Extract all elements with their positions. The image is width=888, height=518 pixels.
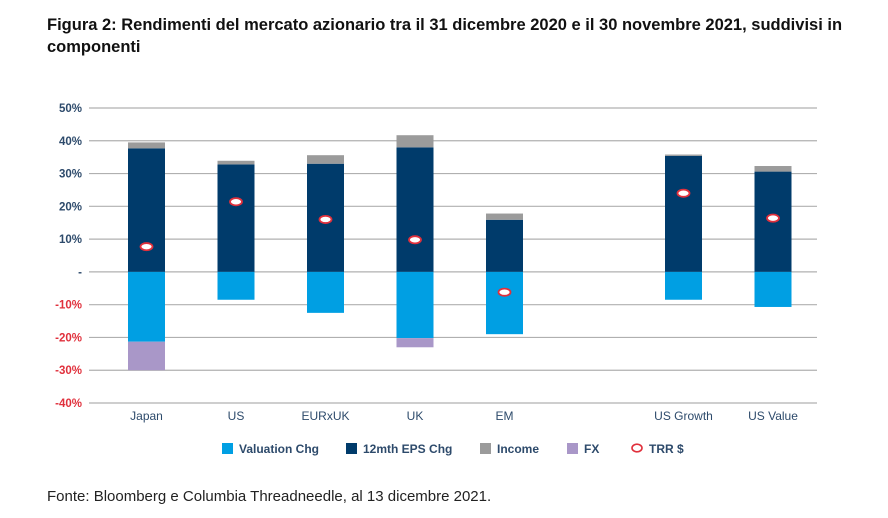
bar-valuation-chg (217, 271, 255, 300)
trr-marker (318, 214, 333, 224)
bar-income (217, 160, 255, 165)
x-category-label: EURxUK (301, 409, 349, 423)
legend-label: TRR $ (649, 442, 684, 456)
bar-valuation-chg (665, 271, 702, 300)
legend-label: Income (497, 442, 539, 456)
y-axis-ticks: 50% 40% 30% 20% 10% - -10% -20% -30% -40% (55, 103, 82, 410)
bar-eps-chg (665, 155, 702, 272)
y-tick-label: -30% (55, 365, 82, 377)
y-tick-label: 30% (59, 169, 82, 181)
x-category-label: US Growth (654, 409, 713, 423)
legend-item: TRR $ (631, 442, 684, 456)
bar-eps-chg (396, 147, 434, 272)
x-category-label: UK (407, 409, 424, 423)
figure-title: Figura 2: Rendimenti del mercato azionar… (47, 16, 843, 56)
bar-valuation-chg (754, 271, 792, 307)
legend-item: Valuation Chg (222, 442, 319, 456)
y-tick-label: -40% (55, 398, 82, 410)
legend-swatch-circle (631, 443, 643, 453)
trr-marker (676, 188, 691, 198)
bar-eps-chg (128, 148, 165, 272)
legend-swatch (346, 443, 357, 454)
bar-income (665, 154, 702, 156)
legend-item: 12mth EPS Chg (346, 442, 452, 456)
x-category-label: US (228, 409, 245, 423)
source-note: Fonte: Bloomberg e Columbia Threadneedle… (47, 488, 492, 505)
y-tick-label: -10% (55, 300, 82, 312)
trr-marker (766, 213, 780, 223)
legend-item: FX (567, 442, 599, 456)
x-category-label: Japan (130, 409, 163, 423)
legend-swatch (222, 443, 233, 454)
bar-income (128, 142, 165, 149)
y-tick-label: -20% (55, 332, 82, 344)
bar-income (754, 166, 792, 172)
bar-income (486, 213, 523, 220)
y-tick-label: - (78, 267, 82, 279)
bars (128, 135, 792, 371)
legend-label: 12mth EPS Chg (363, 442, 452, 456)
bar-eps-chg (217, 164, 255, 272)
bar-fx (128, 341, 165, 371)
x-category-label: EM (496, 409, 514, 423)
legend-label: Valuation Chg (239, 442, 319, 456)
legend-swatch (567, 443, 578, 454)
bar-valuation-chg (486, 271, 523, 335)
bar-valuation-chg (396, 271, 434, 339)
bar-eps-chg (486, 219, 523, 272)
trr-marker (408, 235, 422, 245)
trr-marker (229, 197, 243, 207)
bar-valuation-chg (307, 271, 344, 313)
y-tick-label: 50% (59, 103, 82, 115)
bar-income (307, 155, 344, 164)
x-category-label: US Value (748, 409, 798, 423)
legend-item: Income (480, 442, 539, 456)
y-tick-label: 40% (59, 136, 82, 148)
y-tick-label: 20% (59, 201, 82, 213)
x-axis-labels: Japan US EURxUK UK EM US Growth US Value (130, 409, 798, 423)
trr-markers (139, 188, 780, 297)
bar-valuation-chg (128, 271, 165, 342)
bar-fx (396, 338, 434, 348)
legend-label: FX (584, 442, 599, 456)
y-tick-label: 10% (59, 234, 82, 246)
gridlines (89, 107, 817, 404)
trr-marker (497, 287, 512, 297)
trr-marker (139, 242, 154, 252)
bar-income (396, 135, 434, 148)
legend-swatch (480, 443, 491, 454)
legend: Valuation Chg 12mth EPS Chg Income FX TRR $ (222, 442, 684, 456)
